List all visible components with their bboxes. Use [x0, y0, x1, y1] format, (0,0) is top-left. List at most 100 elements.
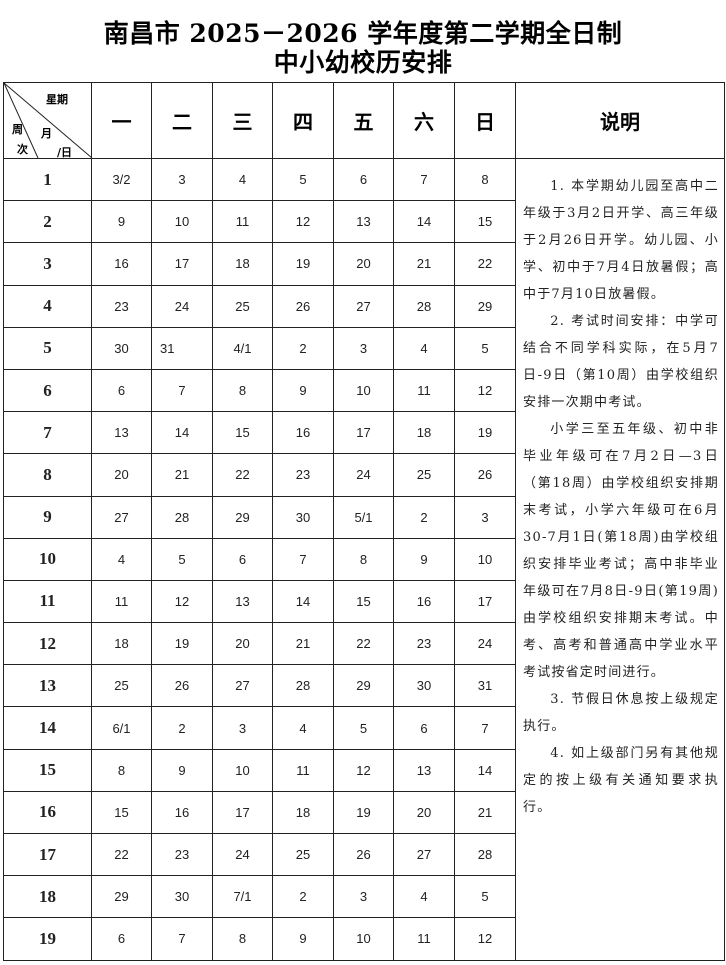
date-cell: 10 [333, 917, 394, 961]
date-cell: 8 [454, 157, 516, 202]
note-paragraph: 2. 考试时间安排：中学可结合不同学科实际，在5月7日-9日（第10周）由学校组… [523, 314, 719, 410]
date-cell: 26 [151, 664, 213, 708]
date-cell: 10 [212, 748, 273, 792]
weekday-sun: 日 [454, 82, 516, 159]
date-cell: 10 [454, 537, 516, 581]
date-cell: 19 [333, 790, 394, 835]
date-cell: 3 [151, 157, 213, 202]
date-cell: 21 [454, 790, 516, 835]
date-cell: 29 [333, 664, 394, 708]
date-cell: 9 [151, 748, 213, 792]
week-number: 6 [3, 368, 92, 413]
week-number: 1 [3, 157, 92, 202]
week-number: 12 [3, 622, 92, 666]
date-cell: 27 [91, 495, 152, 539]
date-cell: 9 [91, 200, 152, 244]
date-cell: 31 [454, 664, 516, 708]
date-cell: 16 [91, 242, 152, 286]
week-row: 7 13 14 15 16 17 18 19 [3, 411, 725, 455]
corner-week-label-2: 次 [17, 143, 28, 156]
date-cell: 13 [91, 411, 152, 455]
week-row: 17 22 23 24 25 26 27 28 [3, 832, 725, 877]
date-cell: 16 [393, 579, 455, 624]
date-cell: 19 [454, 411, 516, 455]
date-cell: 3/2 [91, 157, 152, 202]
corner-weekday-label: 星期 [46, 93, 68, 106]
weekday-tue: 二 [151, 82, 213, 159]
week-number: 4 [3, 284, 92, 328]
date-cell: 30 [272, 495, 334, 539]
week-number: 3 [3, 242, 92, 286]
date-cell: 23 [151, 832, 213, 877]
date-cell: 7 [272, 537, 334, 581]
weekday-mon: 一 [91, 82, 152, 159]
date-cell: 20 [393, 790, 455, 835]
diagonal-lines [4, 83, 92, 158]
date-cell: 7 [393, 157, 455, 202]
week-number: 11 [3, 579, 92, 624]
date-cell: 5/1 [333, 495, 394, 539]
date-cell: 10 [151, 200, 213, 244]
date-cell: 28 [454, 832, 516, 877]
date-cell: 9 [272, 368, 334, 413]
week-row: 8 20 21 22 23 24 25 26 [3, 453, 725, 497]
date-cell: 25 [212, 284, 273, 328]
date-cell: 5 [454, 326, 516, 370]
date-cell: 18 [272, 790, 334, 835]
date-cell: 29 [212, 495, 273, 539]
date-cell: 8 [91, 748, 152, 792]
date-cell: 18 [91, 622, 152, 666]
date-cell: 6 [393, 706, 455, 750]
date-cell: 14 [151, 411, 213, 455]
date-cell: 5 [272, 157, 334, 202]
date-cell: 13 [333, 200, 394, 244]
week-number: 10 [3, 537, 92, 581]
date-cell: 8 [212, 368, 273, 413]
date-cell: 2 [393, 495, 455, 539]
week-number: 7 [3, 411, 92, 455]
note-paragraph: 1. 本学期幼儿园至高中二年级于3月2日开学、高三年级于2月26日开学。幼儿园、… [523, 179, 719, 302]
date-cell: 20 [91, 453, 152, 497]
notes-cell: 1. 本学期幼儿园至高中二年级于3月2日开学、高三年级于2月26日开学。幼儿园、… [515, 158, 725, 961]
week-row: 11 11 12 13 14 15 16 17 [3, 579, 725, 624]
date-cell: 14 [393, 200, 455, 244]
date-cell: 11 [393, 917, 455, 961]
corner-week-label-1: 周 [12, 123, 23, 136]
date-cell: 11 [272, 748, 334, 792]
date-cell: 10 [333, 368, 394, 413]
date-cell: 15 [454, 200, 516, 244]
date-cell: 30 [151, 875, 213, 919]
date-cell: 4/1 [212, 326, 273, 370]
date-cell: 15 [212, 411, 273, 455]
date-cell: 26 [454, 453, 516, 497]
date-cell: 24 [212, 832, 273, 877]
date-cell: 29 [454, 284, 516, 328]
week-number: 8 [3, 453, 92, 497]
date-cell: 22 [212, 453, 273, 497]
date-cell: 5 [333, 706, 394, 750]
date-cell: 24 [454, 622, 516, 666]
date-cell: 22 [91, 832, 152, 877]
date-cell: 13 [393, 748, 455, 792]
date-cell: 24 [333, 453, 394, 497]
weekday-wed: 三 [212, 82, 273, 159]
date-cell: 14 [454, 748, 516, 792]
date-cell: 3 [454, 495, 516, 539]
note-paragraph: 3. 节假日休息按上级规定执行。 [523, 692, 719, 734]
week-row: 9 27 28 29 30 5/1 2 3 [3, 495, 725, 539]
date-cell: 19 [151, 622, 213, 666]
week-row: 5 30 31 4/1 2 3 4 5 [3, 326, 725, 370]
date-cell: 12 [454, 368, 516, 413]
corner-month-label: 月 [41, 127, 52, 140]
week-row: 19 6 7 8 9 10 11 12 [3, 917, 725, 961]
date-cell: 23 [393, 622, 455, 666]
note-paragraph: 小学三至五年级、初中非毕业年级可在7月2日—3日（第18周）由学校组织安排期末考… [523, 422, 719, 680]
week-number: 2 [3, 200, 92, 244]
date-cell: 25 [272, 832, 334, 877]
school-calendar-table: 星期 周 次 月 /日 一 二 三 四 五 六 日 说明 1 3/2 3 4 5 6 7 8 1… [3, 82, 725, 961]
week-number: 5 [3, 326, 92, 370]
date-cell: 8 [333, 537, 394, 581]
date-cell: 12 [151, 579, 213, 624]
week-row: 6 6 7 8 9 10 11 12 [3, 368, 725, 413]
date-cell: 9 [272, 917, 334, 961]
